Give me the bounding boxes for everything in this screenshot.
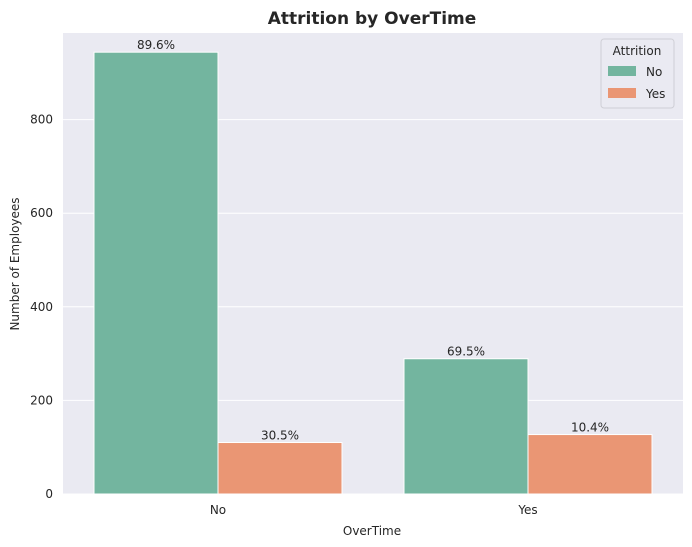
y-tick-label: 800: [30, 113, 53, 127]
y-tick-label: 400: [30, 300, 53, 314]
y-tick-label: 600: [30, 206, 53, 220]
chart-title: Attrition by OverTime: [268, 9, 477, 29]
legend-title: Attrition: [613, 44, 662, 58]
legend: Attrition No Yes: [600, 38, 675, 109]
y-axis-label: Number of Employees: [8, 197, 22, 330]
data-labels: 89.6% 30.5% 69.5% 10.4%: [137, 38, 609, 442]
y-tick-labels: 0 200 400 600 800: [30, 113, 53, 501]
bar-yes-no: [403, 358, 529, 495]
x-tick-label: No: [210, 503, 226, 517]
y-tick-label: 200: [30, 393, 53, 407]
data-label: 10.4%: [571, 421, 609, 435]
legend-swatch: [608, 88, 636, 98]
legend-entry: No: [646, 65, 662, 79]
x-tick-labels: No Yes: [210, 503, 538, 517]
bar-no-no: [93, 51, 219, 495]
data-label: 89.6%: [137, 38, 175, 52]
x-axis-label: OverTime: [343, 524, 401, 538]
y-tick-label: 0: [45, 487, 53, 501]
bar-no-yes: [217, 442, 343, 495]
legend-swatch: [608, 66, 636, 76]
data-label: 30.5%: [261, 429, 299, 443]
bars: [93, 51, 653, 495]
x-tick-label: Yes: [517, 503, 537, 517]
bar-yes-yes: [527, 434, 653, 495]
legend-entry: Yes: [645, 87, 665, 101]
data-label: 69.5%: [447, 345, 485, 359]
